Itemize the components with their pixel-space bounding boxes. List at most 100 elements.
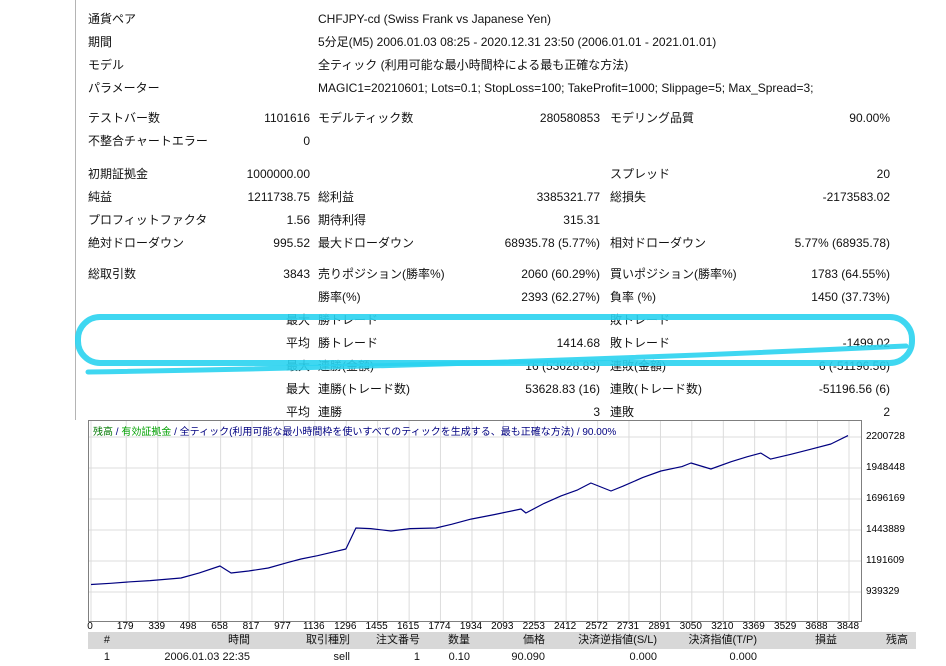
stat-label: 初期証拠金 <box>88 167 149 181</box>
x-axis-label: 658 <box>211 621 228 632</box>
trade-cell: 1 <box>103 651 110 663</box>
stat-label <box>88 286 222 309</box>
stat-value-wide: 全ティック (利用可能な最小時間枠による最も正確な方法) <box>318 58 629 72</box>
stat-row: プロフィットファクタ 1.56 期待利得 315.31 <box>88 209 890 232</box>
legend-separator: / <box>113 427 122 438</box>
balance-curve <box>90 435 849 586</box>
stat-row: 不整合チャートエラー 0 <box>88 130 890 153</box>
stat-row: 平均 勝トレード 1414.68 敗トレード -1499.02 <box>88 332 890 355</box>
column-header: 時間 <box>228 634 250 646</box>
stat-label: スプレッド <box>610 167 671 181</box>
x-axis-label: 2093 <box>491 621 514 632</box>
page-left-border <box>75 0 76 420</box>
column-header: 取引種別 <box>306 634 350 646</box>
stat-value: 2 <box>883 405 890 419</box>
stat-value-wide <box>318 232 890 255</box>
stat-value <box>222 77 310 100</box>
trade-cell: 1 <box>413 651 420 663</box>
stat-label: 買いポジション(勝率%) <box>610 267 737 281</box>
x-axis-label: 2412 <box>554 621 577 632</box>
stat-row: テストバー数 1101616 モデルティック数 280580853 モデリング品… <box>88 107 890 130</box>
stat-value: 1450 (37.73%) <box>811 290 890 304</box>
stat-value: 3 <box>593 405 600 419</box>
x-axis-label: 3369 <box>742 621 765 632</box>
x-axis-label: 1136 <box>303 621 325 632</box>
stat-value-wide <box>318 209 890 232</box>
stat-label: パラメーター <box>88 81 160 95</box>
stat-value: 3385321.77 <box>536 190 600 204</box>
y-axis: 2200728 1948448 1696169 1443889 1191609 93932… <box>866 420 944 622</box>
y-axis-label: 1191609 <box>866 555 905 566</box>
x-axis-label: 1934 <box>459 621 483 632</box>
stat-value: 53628.83 (16) <box>525 382 600 396</box>
stat-value: 280580853 <box>539 111 600 125</box>
stat-value: 5.77% (68935.78) <box>794 236 890 250</box>
column-header: 注文番号 <box>376 634 420 646</box>
column-header: 残高 <box>886 634 908 646</box>
stat-row: モデル 全ティック (利用可能な最小時間枠による最も正確な方法) <box>88 54 890 77</box>
stat-value: 最大 <box>285 313 310 327</box>
stat-value-wide <box>318 309 890 332</box>
y-axis-label: 2200728 <box>866 431 905 442</box>
stat-value: -2173583.02 <box>822 190 890 204</box>
x-axis-label: 1774 <box>428 621 451 632</box>
stat-value: 90.00% <box>849 111 890 125</box>
stat-value-wide <box>318 355 890 378</box>
chart-legend: 残高 / 有効証拠金 / 全ティック(利用可能な最小時間枠を使いすべてのティック… <box>93 423 616 438</box>
x-axis-label: 3050 <box>679 621 702 632</box>
column-header: 決済指値(T/P) <box>688 634 757 646</box>
legend-equity-label: 有効証拠金 <box>121 427 172 438</box>
legend-balance-label: 残高 <box>93 427 113 438</box>
stat-value-wide: 5分足(M5) 2006.01.03 08:25 - 2020.12.31 23… <box>318 35 717 49</box>
stat-row: パラメーター MAGIC1=20210601; Lots=0.1; StopLo… <box>88 77 890 100</box>
stat-value-wide <box>318 378 890 401</box>
x-axis-label: 3529 <box>774 621 797 632</box>
y-axis-label: 1948448 <box>866 462 905 473</box>
x-axis-label: 1296 <box>334 621 357 632</box>
stat-label: 総損失 <box>610 190 647 204</box>
x-axis-label: 2891 <box>648 621 671 632</box>
x-axis-label: 339 <box>148 621 166 632</box>
x-axis-label: 2253 <box>522 621 545 632</box>
stat-label: 期待利得 <box>318 213 367 227</box>
x-axis-label: 2731 <box>616 621 640 632</box>
trades-table: # 時間 取引種別 注文番号 数量 価格 決済逆指値(S/L) 決済指値(T/P) 損益 残高 1 2… <box>88 632 916 666</box>
x-axis-label: 0 <box>87 621 93 632</box>
stat-label: 不整合チャートエラー <box>88 134 208 148</box>
x-axis-label: 2572 <box>585 621 608 632</box>
stat-row: 最大 勝トレード 敗トレード <box>88 309 890 332</box>
report-summary: 通貨ペア CHFJPY-cd (Swiss Frank vs Japanese … <box>88 8 890 424</box>
x-axis-label: 3688 <box>805 621 828 632</box>
column-header: 損益 <box>815 634 837 646</box>
column-header: 価格 <box>523 634 545 646</box>
stat-value-wide <box>318 332 890 355</box>
stat-value <box>222 54 310 77</box>
stat-label: モデルティック数 <box>318 111 414 125</box>
stat-value <box>222 31 310 54</box>
x-axis-label: 817 <box>242 621 260 632</box>
stat-value: -51196.56 (6) <box>818 382 890 396</box>
stat-value-wide <box>318 263 890 286</box>
stat-label <box>88 309 222 332</box>
stat-value <box>222 286 310 309</box>
stat-label: 連敗 <box>610 405 635 419</box>
x-axis-label: 1615 <box>397 621 420 632</box>
y-axis-label: 939329 <box>866 586 900 597</box>
stat-value: 2393 (62.27%) <box>521 290 600 304</box>
stat-value: 995.52 <box>273 236 310 250</box>
stat-value: 1000000.00 <box>246 167 310 181</box>
stat-value-wide <box>318 186 890 209</box>
stat-value: 1101616 <box>264 111 310 125</box>
column-header: 数量 <box>448 634 470 646</box>
stat-row: 通貨ペア CHFJPY-cd (Swiss Frank vs Japanese … <box>88 8 890 31</box>
stat-row: 最大 連勝(金額) 16 (53628.83) 連敗(金額) 6 (-51196… <box>88 355 890 378</box>
stat-label: 絶対ドローダウン <box>88 236 185 250</box>
x-axis-label: 1455 <box>365 621 388 632</box>
stat-value: 315.31 <box>563 213 600 227</box>
stat-label <box>88 378 222 401</box>
stat-label: 総取引数 <box>88 267 137 281</box>
x-axis-label: 498 <box>179 621 197 632</box>
stat-label: 売りポジション(勝率%) <box>318 267 445 281</box>
stat-value: 68935.78 (5.77%) <box>504 236 600 250</box>
stat-value: 最大 <box>285 359 310 373</box>
